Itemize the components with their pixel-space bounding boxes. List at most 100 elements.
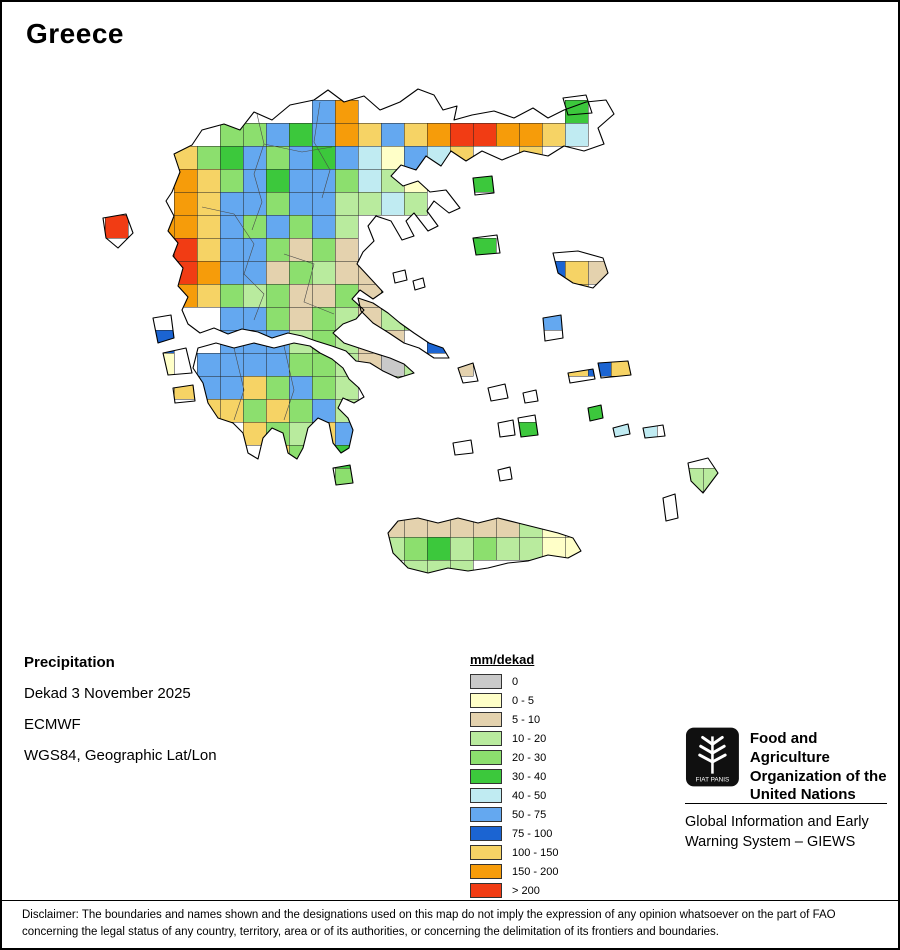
- legend-swatch: [470, 883, 502, 898]
- legend-label: 50 - 75: [512, 808, 547, 821]
- legend-item: 30 - 40: [470, 769, 558, 784]
- map-cell: [564, 352, 589, 377]
- map-cell: [288, 191, 313, 216]
- info-source: ECMWF: [24, 716, 81, 733]
- map-cell: [288, 283, 313, 308]
- fao-org-name: Food and Agriculture Organization of the…: [750, 726, 898, 805]
- map-cell: [265, 375, 290, 400]
- map-cell: [288, 421, 313, 446]
- map-cell: [219, 352, 244, 377]
- map-cell: [196, 191, 221, 216]
- map-cell: [679, 467, 704, 492]
- legend-swatch: [470, 807, 502, 822]
- map-cell: [288, 306, 313, 331]
- map-cell: [334, 352, 359, 377]
- map-cell: [426, 536, 451, 561]
- map-cell: [219, 398, 244, 423]
- map-cell: [150, 260, 175, 285]
- legend-label: 20 - 30: [512, 751, 547, 764]
- map-cell: [265, 237, 290, 262]
- map-cell: [380, 168, 405, 193]
- legend-swatch: [470, 826, 502, 841]
- map-cell: [196, 375, 221, 400]
- map-cell: [242, 168, 267, 193]
- map-cell: [265, 214, 290, 239]
- map-cell: [357, 145, 382, 170]
- map-cell: [311, 191, 336, 216]
- map-cell: [564, 536, 589, 561]
- map-cell: [311, 260, 336, 285]
- legend-label: 10 - 20: [512, 732, 547, 745]
- map-cell: [541, 513, 566, 538]
- legend-swatch: [470, 769, 502, 784]
- map-cell: [196, 260, 221, 285]
- map-cell: [219, 214, 244, 239]
- map-cell: [150, 214, 175, 239]
- map-cell: [403, 513, 428, 538]
- map-cell: [357, 352, 382, 377]
- map-cell: [610, 352, 635, 377]
- fao-org-line: Food and Agriculture: [749, 730, 830, 766]
- map-cell: [242, 421, 267, 446]
- map-cell: [564, 260, 589, 285]
- legend-swatch: [470, 788, 502, 803]
- map-cell: [242, 375, 267, 400]
- map-cell: [449, 536, 474, 561]
- map-cell: [288, 444, 313, 469]
- legend-swatch: [470, 864, 502, 879]
- legend-label: 75 - 100: [512, 827, 553, 840]
- legend-label: 150 - 200: [512, 865, 559, 878]
- fao-org-line: United Nations: [749, 786, 856, 804]
- map-cell: [219, 329, 244, 354]
- map-cell: [288, 237, 313, 262]
- map-cell: [518, 421, 543, 446]
- map-cell: [288, 145, 313, 170]
- map-cell: [449, 145, 474, 170]
- legend-item: > 200: [470, 883, 558, 898]
- map-cell: [196, 237, 221, 262]
- map-cell: [380, 122, 405, 147]
- map-cell: [173, 283, 198, 308]
- legend-label: 0 - 5: [512, 694, 535, 707]
- legend-label: 30 - 40: [512, 770, 547, 783]
- legend-swatch: [470, 693, 502, 708]
- map-cell: [426, 559, 451, 573]
- map-cell: [311, 214, 336, 239]
- map-cell: [357, 306, 382, 331]
- disclaimer-text: Disclaimer: The boundaries and names sho…: [22, 909, 836, 938]
- map-cell: [564, 283, 589, 308]
- legend-item: 0 - 5: [470, 693, 558, 708]
- giews-line: Global Information and Early: [685, 814, 869, 830]
- map-cell: [357, 329, 382, 354]
- giews-line: Warning System – GIEWS: [685, 833, 856, 850]
- map-cell: [288, 398, 313, 423]
- map-cell: [403, 536, 428, 561]
- footer-divider: [2, 900, 898, 901]
- fao-block: FIAT PANIS Food and Agriculture Organiza…: [685, 726, 898, 805]
- legend-title: mm/dekad: [470, 652, 535, 667]
- legend-label: 100 - 150: [512, 846, 559, 859]
- map-cell: [311, 306, 336, 331]
- map-cell: [380, 191, 405, 216]
- map-cell: [196, 145, 221, 170]
- map-cell: [311, 99, 336, 124]
- map-cell: [610, 421, 635, 446]
- map-cell: [472, 122, 497, 147]
- map-cell: [242, 283, 267, 308]
- map-cell: [288, 122, 313, 147]
- map-cell: [242, 398, 267, 423]
- fao-logo: FIAT PANIS: [685, 727, 739, 787]
- map-cell: [357, 191, 382, 216]
- legend-swatch: [470, 845, 502, 860]
- map-cell: [541, 536, 566, 561]
- map-cell: [334, 375, 359, 400]
- map-cell: [173, 168, 198, 193]
- map-cell: [334, 237, 359, 262]
- map-cell: [518, 513, 543, 538]
- map-cell: [173, 214, 198, 239]
- map-cell: [403, 191, 428, 216]
- map-cell: [334, 168, 359, 193]
- map-cell: [380, 513, 405, 538]
- map-cell: [242, 329, 267, 354]
- map-cell: [541, 122, 566, 147]
